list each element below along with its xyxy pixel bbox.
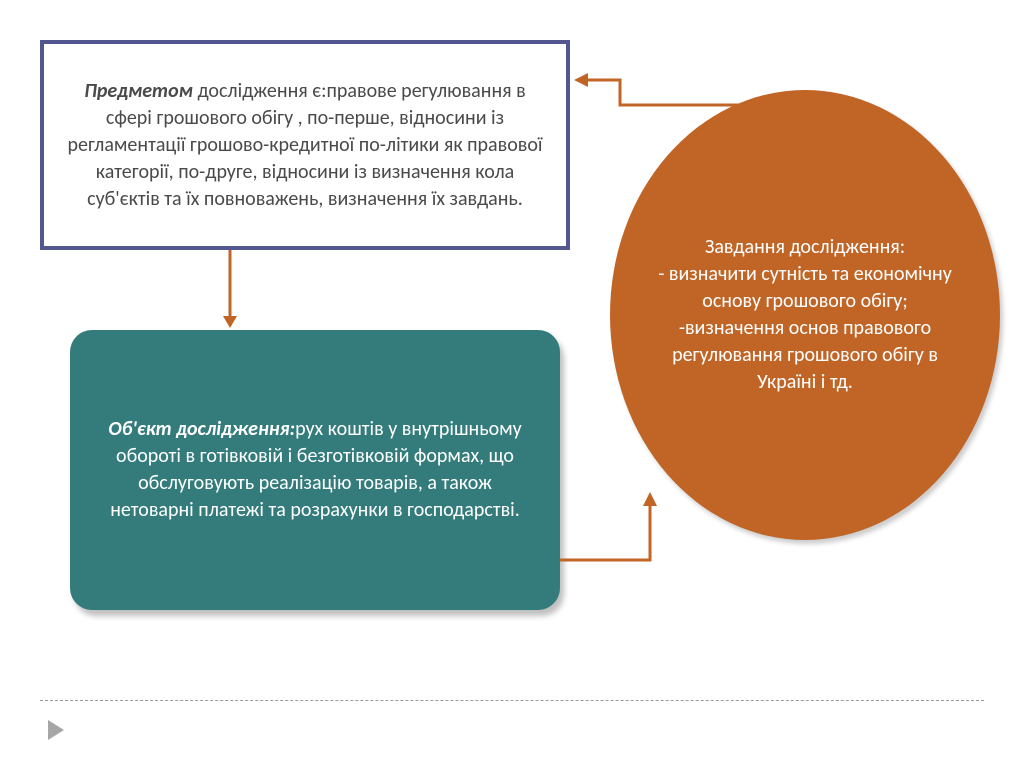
footer-triangle-icon: [48, 720, 64, 740]
subject-lead: Предметом: [84, 79, 193, 103]
subject-box: Предметом дослідження є:правове регулюва…: [40, 40, 570, 250]
footer-rule: [40, 700, 984, 701]
object-text: Об'єкт дослідження:рух коштів у внутрішн…: [96, 416, 534, 524]
object-lead: Об'єкт дослідження:: [108, 417, 295, 441]
task-ellipse: Завдання дослідження:- визначити сутніст…: [610, 90, 1000, 540]
object-box: Об'єкт дослідження:рух коштів у внутрішн…: [70, 330, 560, 610]
task-text: Завдання дослідження:- визначити сутніст…: [644, 234, 966, 396]
subject-text: Предметом дослідження є:правове регулюва…: [66, 78, 544, 213]
